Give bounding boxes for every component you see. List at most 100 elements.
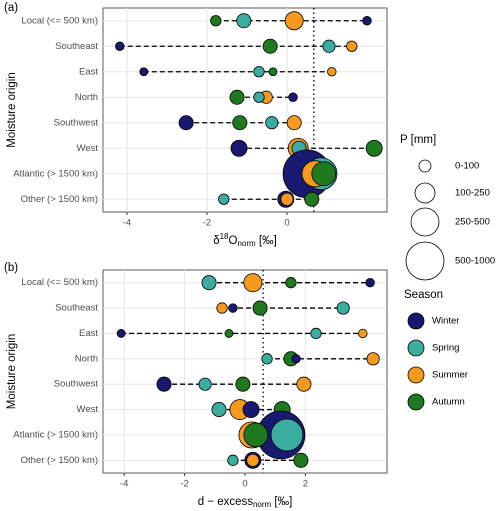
point <box>261 353 273 365</box>
point <box>288 92 298 102</box>
legend-label: Autumn <box>432 397 465 408</box>
point <box>242 401 260 418</box>
size-legend-key <box>418 159 432 173</box>
point <box>227 454 239 466</box>
point <box>293 452 309 468</box>
y-tick-label: North <box>75 353 98 364</box>
point <box>322 39 336 53</box>
y-tick-label: Southwest <box>54 379 99 390</box>
size-legend-title: P [mm] <box>400 134 436 146</box>
point <box>235 376 251 392</box>
x-tick-label: -4 <box>120 479 128 490</box>
point <box>358 328 368 339</box>
point <box>262 38 278 54</box>
point <box>115 41 125 51</box>
size-legend-label: 0-100 <box>455 161 479 172</box>
x-axis-label: d − excessnorm [‰] <box>198 496 293 509</box>
point <box>216 302 228 314</box>
y-tick-label: East <box>79 66 98 77</box>
point <box>362 16 372 26</box>
x-tick-label: 0 <box>242 479 247 490</box>
point <box>211 402 227 418</box>
y-axis-label: Moisture origin <box>6 72 18 147</box>
x-tick-label: -2 <box>203 218 211 229</box>
legend-label: Winter <box>432 316 459 327</box>
y-tick-label: Southwest <box>54 117 99 128</box>
point <box>228 303 238 313</box>
point <box>210 15 222 27</box>
point <box>243 273 263 293</box>
y-tick-label: Other (> 1500 km) <box>21 455 98 466</box>
point <box>156 376 172 392</box>
y-tick-label: West <box>77 143 99 154</box>
y-axis-label: Moisture origin <box>6 334 18 409</box>
point <box>253 66 265 78</box>
legend-key <box>407 393 425 411</box>
y-tick-label: Southeast <box>55 41 98 52</box>
point <box>365 277 375 288</box>
point <box>253 91 265 103</box>
x-tick-label: -4 <box>123 218 131 229</box>
panel-label: (b) <box>4 262 18 274</box>
y-tick-label: West <box>77 404 99 415</box>
point <box>252 300 268 316</box>
legend-label: Spring <box>432 343 459 354</box>
point <box>116 329 126 338</box>
point <box>198 377 212 391</box>
size-legend-label: 250-500 <box>455 217 490 228</box>
x-axis-label-part: δ <box>213 235 219 247</box>
point <box>265 116 279 130</box>
x-axis-label-part: 18 <box>220 232 229 241</box>
point <box>280 192 294 206</box>
size-legend-key <box>410 207 440 237</box>
x-axis-label-part: norm <box>253 500 272 509</box>
point <box>232 115 248 131</box>
point <box>327 67 337 77</box>
legend-key <box>407 366 425 384</box>
size-legend-label: 500-1000 <box>455 256 495 267</box>
point <box>286 115 302 131</box>
y-tick-label: Local (<= 500 km) <box>21 15 98 26</box>
point <box>285 277 297 289</box>
legend-title: Season <box>404 289 443 301</box>
x-axis-label: δ18Onorm [‰] <box>213 232 277 248</box>
legend-key <box>407 312 425 330</box>
point <box>243 422 269 448</box>
x-tick-label: -2 <box>180 479 188 490</box>
point <box>246 453 260 467</box>
x-axis-label-part: [‰] <box>271 496 292 508</box>
x-axis-label-part: O <box>229 235 238 247</box>
point <box>218 193 230 205</box>
y-tick-label: Other (> 1500 km) <box>21 194 98 205</box>
point <box>178 115 194 131</box>
point <box>201 275 217 291</box>
point <box>296 376 312 392</box>
point <box>346 40 358 52</box>
point <box>139 67 149 77</box>
point <box>304 191 320 207</box>
point <box>336 301 350 315</box>
point <box>224 329 234 338</box>
point <box>236 13 252 29</box>
point <box>229 89 245 105</box>
point <box>291 354 301 364</box>
y-tick-label: Southeast <box>55 303 98 314</box>
x-axis-label-part: d − excess <box>198 496 254 508</box>
x-tick-label: 2 <box>303 479 308 490</box>
plot-background <box>102 7 388 213</box>
size-legend-label: 100-250 <box>455 188 490 199</box>
point <box>311 161 337 187</box>
point <box>365 139 383 157</box>
y-tick-label: Atlantic (> 1500 km) <box>13 168 98 179</box>
y-tick-label: Atlantic (> 1500 km) <box>13 429 98 440</box>
legend-key <box>407 339 425 357</box>
point <box>268 67 278 77</box>
point <box>270 418 304 452</box>
legend-label: Summer <box>432 370 468 381</box>
size-legend-key <box>405 241 445 281</box>
point <box>310 327 322 340</box>
y-tick-label: East <box>79 328 98 339</box>
panel-label: (a) <box>4 2 18 14</box>
x-axis-label-part: norm <box>237 239 256 248</box>
